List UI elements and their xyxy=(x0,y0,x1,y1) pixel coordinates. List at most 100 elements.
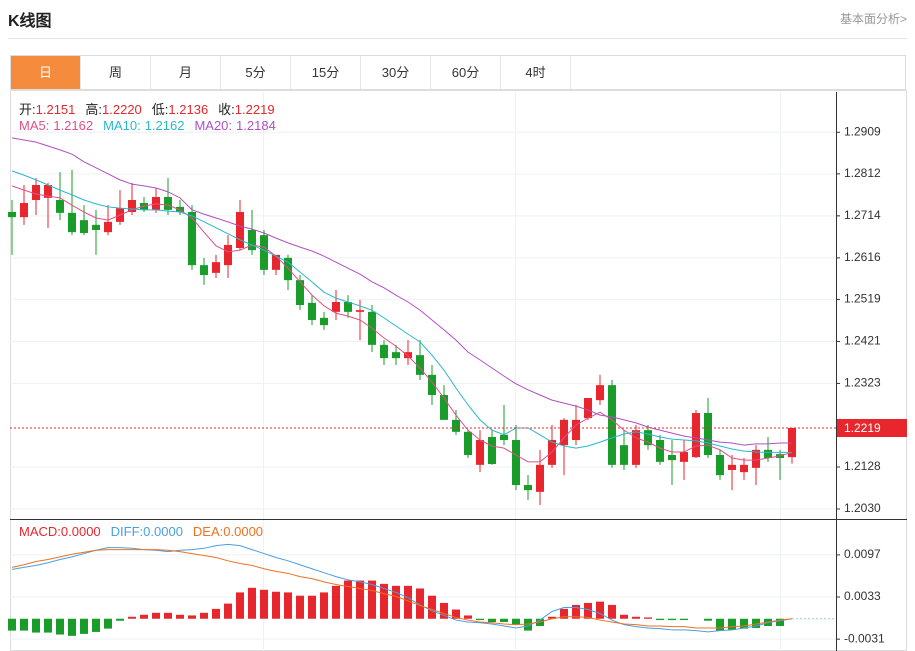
macd-bar xyxy=(656,618,664,621)
candle-body xyxy=(392,352,400,359)
candle-body xyxy=(80,220,88,233)
candle-body xyxy=(20,203,28,218)
tab[interactable]: 月 xyxy=(151,56,221,89)
candle-body xyxy=(344,302,352,312)
legend-value: 0.0000 xyxy=(143,524,183,539)
y-tick-label: 1.2714 xyxy=(844,208,881,222)
macd-bar xyxy=(284,592,292,619)
legend-name: DIFF: xyxy=(110,524,144,539)
ma-line xyxy=(11,185,793,463)
plot-layer: 1.2909 1.2812 1.2714 1.2616 1.2519 1.2421 1.23… xyxy=(8,124,907,645)
legend-value: 1.2162 xyxy=(53,118,94,133)
tab[interactable]: 60分 xyxy=(431,56,501,89)
macd-bar xyxy=(128,616,136,619)
macd-bar xyxy=(632,616,640,619)
candle-body xyxy=(524,485,532,491)
y-tick-label: 0.0033 xyxy=(844,589,881,603)
macd-bar xyxy=(452,609,460,619)
y-tick-label: 0.0097 xyxy=(844,547,881,561)
candle-body xyxy=(56,200,64,213)
candle-body xyxy=(488,437,496,464)
tab[interactable]: 30分 xyxy=(361,56,431,89)
macd-bar xyxy=(704,618,712,621)
candle-body xyxy=(428,374,436,395)
candle-body xyxy=(500,434,508,440)
macd-bar xyxy=(248,587,256,619)
ma-legend: MA5: 1.2162 MA10: 1.2162 MA20: 1.2184 xyxy=(19,118,276,133)
candle-body xyxy=(224,245,232,266)
readout-label: 高: xyxy=(85,102,103,117)
macd-bar xyxy=(740,618,748,629)
macd-bar xyxy=(668,618,676,621)
tab[interactable]: 日 xyxy=(11,56,81,89)
chart-frame xyxy=(10,90,907,651)
candle-body xyxy=(164,197,172,210)
macd-bar xyxy=(596,601,604,619)
candle-body xyxy=(212,262,220,273)
macd-bar xyxy=(680,618,688,621)
macd-bar xyxy=(152,612,160,619)
candle-body xyxy=(464,431,472,455)
candle-body xyxy=(308,302,316,320)
page-title: K线图 xyxy=(8,13,52,30)
candle-body xyxy=(536,464,544,492)
macd-bar xyxy=(44,618,52,633)
macd-bar xyxy=(356,580,364,619)
macd-bar xyxy=(416,588,424,619)
candle-body xyxy=(704,413,712,455)
macd-bar xyxy=(116,618,124,621)
candle-body xyxy=(728,464,736,470)
macd-bar xyxy=(524,618,532,631)
macd-bar xyxy=(500,618,508,623)
macd-bar xyxy=(716,618,724,631)
candle-body xyxy=(632,430,640,465)
candle-body xyxy=(380,344,388,359)
y-tick-label: 1.2030 xyxy=(844,501,881,515)
macd-bar xyxy=(512,618,520,625)
price-tag-label: 1.2219 xyxy=(844,421,881,435)
analysis-link[interactable]: 基本面分析> xyxy=(839,12,907,26)
macd-bar xyxy=(272,591,280,619)
candle-body xyxy=(332,302,340,312)
legend-value: 0.0000 xyxy=(223,524,264,539)
macd-bar xyxy=(260,589,268,619)
macd-bar xyxy=(68,618,76,636)
macd-bar xyxy=(344,580,352,619)
candle-body xyxy=(476,440,484,465)
candle-body xyxy=(668,455,676,461)
y-tick-label: 1.2128 xyxy=(844,459,881,473)
tab[interactable]: 15分 xyxy=(291,56,361,89)
tab[interactable]: 5分 xyxy=(221,56,291,89)
candle-body xyxy=(284,257,292,281)
tab-bar: 日周月 5分 15分 30分 60分 4时 xyxy=(10,55,906,90)
candle-body xyxy=(68,212,76,233)
macd-bar xyxy=(20,618,28,631)
y-tick-label: 1.2616 xyxy=(844,250,881,264)
macd-bar xyxy=(8,618,16,631)
macd-bar xyxy=(104,618,112,629)
macd-line xyxy=(11,549,793,629)
tab[interactable]: 周 xyxy=(81,56,151,89)
candle-body xyxy=(272,254,280,270)
readout-value: 1.2151 xyxy=(35,102,76,117)
candle-body xyxy=(716,455,724,476)
candle-body xyxy=(740,464,748,473)
macd-bar xyxy=(380,583,388,619)
readout-value: 1.2219 xyxy=(234,102,275,117)
macd-bar xyxy=(464,615,472,619)
legend-value: 1.2184 xyxy=(236,118,276,133)
candle-body xyxy=(200,265,208,275)
y-tick-label: 1.2323 xyxy=(844,376,881,390)
tab[interactable]: 4时 xyxy=(501,56,571,89)
macd-bar xyxy=(140,614,148,619)
candle-body xyxy=(572,419,580,440)
candle-body xyxy=(512,440,520,485)
candle-body xyxy=(440,395,448,420)
legend-value: 0.0000 xyxy=(60,524,101,539)
macd-bar xyxy=(488,618,496,623)
macd-bar xyxy=(56,618,64,635)
candle-body xyxy=(104,221,112,233)
macd-bar xyxy=(752,618,760,628)
macd-bar xyxy=(728,618,736,630)
